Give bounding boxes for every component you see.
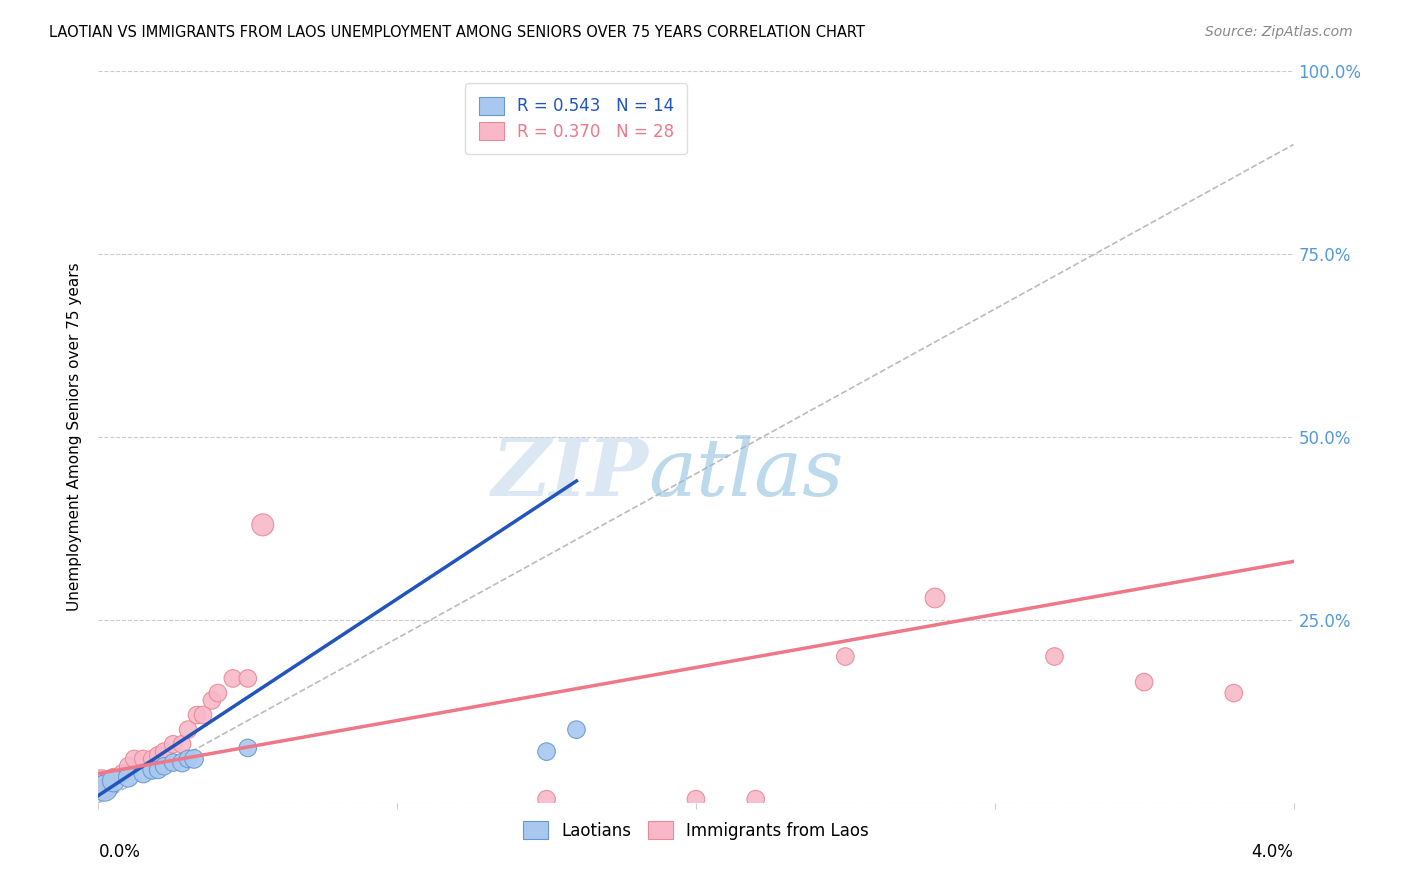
Point (1133, 675, 1156, 690)
Point (148, 763, 170, 777)
Point (177, 723, 200, 737)
Point (191, 708, 214, 723)
Legend: Laotians, Immigrants from Laos: Laotians, Immigrants from Laos (509, 807, 883, 853)
Point (222, 672, 245, 686)
Point (111, 766, 134, 780)
Point (172, 756, 194, 770)
Point (1043, 649, 1066, 664)
Text: 0.0%: 0.0% (98, 843, 141, 861)
Point (536, 792, 558, 806)
Point (132, 766, 155, 780)
Point (103, 773, 125, 788)
Point (117, 759, 139, 773)
Text: LAOTIAN VS IMMIGRANTS FROM LAOS UNEMPLOYMENT AMONG SENIORS OVER 75 YEARS CORRELA: LAOTIAN VS IMMIGRANTS FROM LAOS UNEMPLOY… (49, 25, 865, 40)
Point (236, 672, 259, 686)
Point (685, 792, 707, 806)
Point (252, 517, 274, 532)
Point (834, 649, 856, 664)
Point (93, 781, 115, 796)
Point (148, 748, 170, 763)
Point (103, 770, 125, 784)
Point (153, 759, 176, 773)
Y-axis label: Unemployment Among Seniors over 75 years: Unemployment Among Seniors over 75 years (67, 263, 83, 611)
Point (141, 763, 163, 777)
Point (124, 752, 146, 766)
Point (207, 686, 229, 700)
Point (177, 752, 200, 766)
Text: ZIP: ZIP (491, 435, 648, 512)
Point (183, 752, 205, 766)
Point (565, 723, 588, 737)
Point (172, 737, 194, 751)
Point (236, 740, 259, 755)
Point (117, 770, 139, 784)
Point (90, 778, 112, 792)
Point (536, 745, 558, 759)
Point (201, 693, 224, 707)
Text: 4.0%: 4.0% (1251, 843, 1294, 861)
Point (162, 756, 184, 770)
Point (745, 792, 768, 806)
Text: Source: ZipAtlas.com: Source: ZipAtlas.com (1205, 25, 1353, 39)
Point (96, 773, 118, 788)
Point (186, 708, 208, 723)
Point (153, 745, 176, 759)
Point (924, 591, 946, 605)
Point (141, 752, 163, 766)
Point (132, 752, 155, 766)
Point (162, 737, 184, 751)
Text: atlas: atlas (648, 435, 844, 512)
Point (1223, 686, 1246, 700)
